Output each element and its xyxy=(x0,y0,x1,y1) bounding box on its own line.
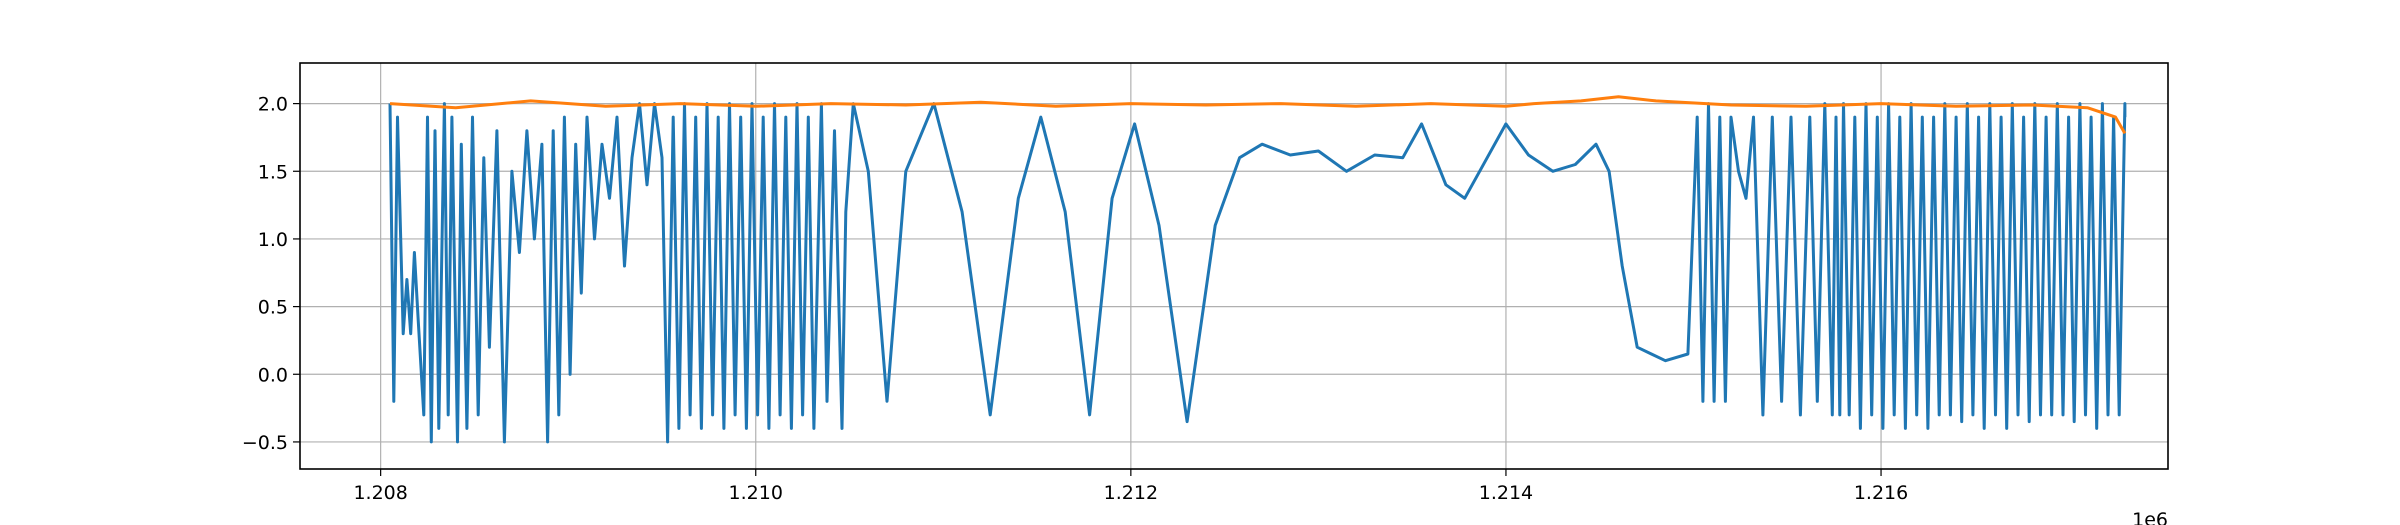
plot-area-frame xyxy=(299,62,2169,470)
x-tick-label: 1.210 xyxy=(729,482,783,504)
x-axis-offset-label: 1e6 xyxy=(2132,509,2168,525)
x-tick-label: 1.208 xyxy=(353,482,407,504)
series-1-line xyxy=(388,102,2127,444)
y-tick-label: 1.5 xyxy=(258,161,288,183)
series-layer xyxy=(388,95,2127,444)
axis-ticks: 1.208 1.210 1.212 1.214 1.216 −0.5 0.0 0.5 1.0 1.… xyxy=(242,94,1908,504)
y-tick-label: 1.0 xyxy=(258,229,288,251)
x-tick-label: 1.216 xyxy=(1854,482,1908,504)
series-2-line xyxy=(389,95,2127,135)
y-tick-label: −0.5 xyxy=(242,432,288,454)
y-tick-label: 0.0 xyxy=(258,364,288,386)
y-tick-label: 2.0 xyxy=(258,94,288,116)
x-tick-label: 1.212 xyxy=(1104,482,1158,504)
x-tick-label: 1.214 xyxy=(1479,482,1533,504)
y-tick-label: 0.5 xyxy=(258,297,288,319)
